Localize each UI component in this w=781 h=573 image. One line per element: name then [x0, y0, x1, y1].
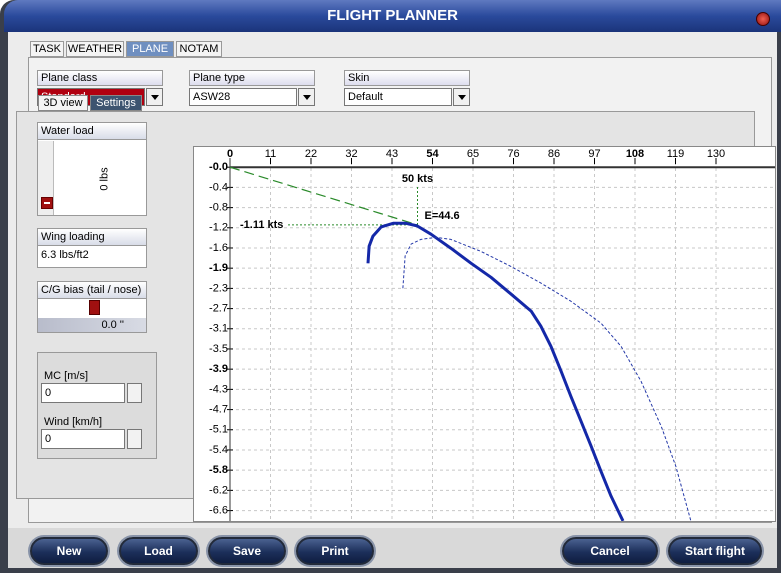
cancel-button[interactable]: Cancel [562, 537, 658, 565]
water-load-value: 0 lbs [98, 167, 111, 191]
y-tick-label: -2.3 [209, 282, 228, 294]
input-group: MC [m/s] 0 Wind [km/h] 0 [37, 352, 157, 459]
title-bar: FLIGHT PLANNER [4, 0, 781, 32]
x-tick-label: 0 [227, 148, 233, 160]
box-label: Water load [38, 123, 146, 140]
x-tick-label: 130 [707, 148, 725, 160]
y-tick-label: -6.2 [209, 484, 228, 496]
x-tick-label: 97 [588, 148, 600, 160]
y-tick-label: -1.9 [209, 262, 228, 274]
y-tick-label: -5.1 [209, 424, 228, 436]
polar-chart: 0 11 22 32 43 54 65 76 86 97 108 119 130 -0.0 -0.4 -0.8… [193, 146, 776, 522]
water-load-box: Water load 0 lbs [37, 122, 147, 216]
tab[interactable]: TASK [30, 41, 64, 57]
y-tick-label: -4.3 [209, 383, 228, 395]
x-tick-label: 108 [626, 148, 644, 160]
x-tick-label: 43 [386, 148, 398, 160]
start-flight-button[interactable]: Start flight [668, 537, 762, 565]
skin-select: Skin Default [344, 70, 470, 108]
print-button[interactable]: Print [296, 537, 374, 565]
tab[interactable]: WEATHER [66, 41, 124, 57]
select-value[interactable]: Default [344, 88, 452, 106]
y-tick-label: -1.6 [209, 242, 228, 254]
subtab[interactable]: 3D view [38, 95, 88, 111]
y-tick-label: -5.4 [209, 444, 228, 456]
close-button[interactable] [756, 12, 770, 26]
spinner[interactable] [127, 429, 142, 449]
y-tick-label: -0.4 [209, 181, 228, 193]
x-tick-label: 11 [265, 148, 276, 160]
load-button[interactable]: Load [119, 537, 198, 565]
wind-label: Wind [km/h] [44, 416, 103, 428]
glide-tangent [229, 166, 418, 226]
polar-curve [366, 221, 625, 521]
sink-label: -1.11 kts [240, 219, 283, 231]
y-tick-label: -6.6 [209, 504, 228, 516]
y-tick-label: -3.5 [209, 343, 228, 355]
wing-loading-box: Wing loading 6.3 lbs/ft2 [37, 228, 147, 268]
new-button[interactable]: New [30, 537, 108, 565]
x-tick-label: 65 [467, 148, 479, 160]
y-tick-label: -3.9 [209, 363, 228, 375]
mc-input[interactable]: 0 [41, 383, 125, 403]
cg-bias-box: C/G bias (tail / nose) 0.0 '' [37, 281, 147, 333]
box-label: C/G bias (tail / nose) [38, 282, 146, 299]
plane-type-select: Plane type ASW28 [189, 70, 315, 108]
y-tick-label: -3.1 [209, 323, 228, 335]
tab[interactable]: NOTAM [176, 41, 222, 57]
polar-curve [402, 236, 692, 521]
y-tick-label: -0.0 [209, 161, 228, 173]
x-tick-label: 22 [305, 148, 317, 160]
save-button[interactable]: Save [208, 537, 286, 565]
dropdown-arrow[interactable] [146, 88, 163, 106]
slider-thumb[interactable] [89, 300, 100, 315]
mc-label: MC [m/s] [44, 370, 88, 382]
x-tick-label: 86 [548, 148, 560, 160]
tab[interactable]: PLANE [126, 41, 174, 57]
subtab[interactable]: Settings [90, 95, 142, 111]
y-tick-label: -2.7 [209, 303, 228, 315]
minus-button[interactable] [41, 197, 53, 209]
x-tick-label: 54 [426, 148, 439, 160]
y-tick-label: -0.8 [209, 202, 228, 214]
cg-bias-value: 0.0 '' [38, 318, 146, 332]
glide-ratio-label: E=44.6 [425, 210, 460, 222]
select-label: Skin [344, 70, 470, 86]
x-tick-label: 76 [507, 148, 519, 160]
speed-label: 50 kts [402, 173, 433, 185]
select-label: Plane class [37, 70, 163, 86]
plot-area [366, 221, 692, 521]
dropdown-arrow[interactable] [453, 88, 470, 106]
water-gauge [38, 141, 54, 215]
y-tick-label: -1.2 [209, 222, 228, 234]
select-value[interactable]: ASW28 [189, 88, 297, 106]
window-title: FLIGHT PLANNER [327, 7, 458, 24]
y-tick-label: -4.7 [209, 403, 228, 415]
x-tick-label: 32 [345, 148, 357, 160]
box-label: Wing loading [38, 229, 146, 246]
x-tick-label: 119 [667, 148, 685, 160]
wing-loading-value: 6.3 lbs/ft2 [41, 249, 89, 261]
dropdown-arrow[interactable] [298, 88, 315, 106]
select-label: Plane type [189, 70, 315, 86]
wind-input[interactable]: 0 [41, 429, 125, 449]
spinner[interactable] [127, 383, 142, 403]
y-tick-label: -5.8 [209, 464, 228, 476]
